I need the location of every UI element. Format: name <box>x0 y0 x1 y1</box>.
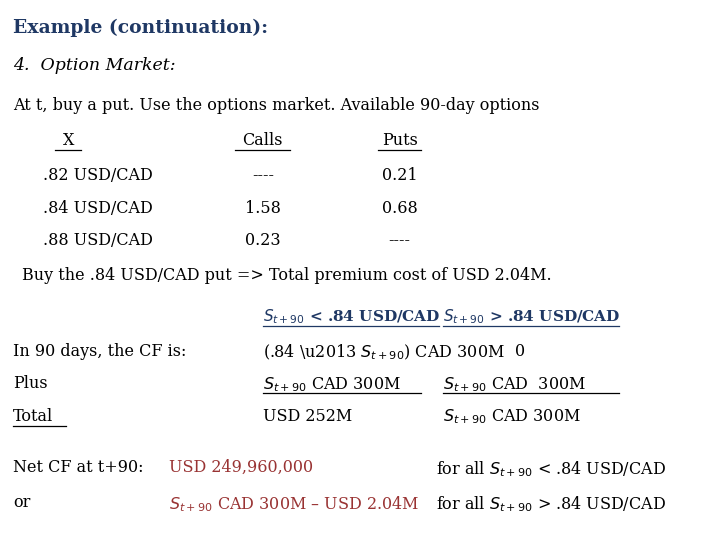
Text: $S_{t+90}$ > .84 USD/CAD: $S_{t+90}$ > .84 USD/CAD <box>443 308 620 327</box>
Text: $S_{t+90}$ CAD 300M: $S_{t+90}$ CAD 300M <box>263 375 401 394</box>
Text: .82 USD/CAD: .82 USD/CAD <box>43 167 153 184</box>
Text: At t, buy a put. Use the options market. Available 90-day options: At t, buy a put. Use the options market.… <box>13 97 539 114</box>
Text: $S_{t+90}$ CAD 300M – USD 2.04M: $S_{t+90}$ CAD 300M – USD 2.04M <box>169 494 420 514</box>
Text: for all $S_{t+90}$ > .84 USD/CAD: for all $S_{t+90}$ > .84 USD/CAD <box>436 494 665 514</box>
Text: Plus: Plus <box>13 375 48 392</box>
Text: (.84 \u2013 $S_{t+90}$) CAD 300M: (.84 \u2013 $S_{t+90}$) CAD 300M <box>263 343 505 362</box>
Text: ----: ---- <box>389 232 410 249</box>
Text: Net CF at t+90:: Net CF at t+90: <box>13 459 143 476</box>
Text: Example (continuation):: Example (continuation): <box>13 19 268 37</box>
Text: In 90 days, the CF is:: In 90 days, the CF is: <box>13 343 186 360</box>
Text: X: X <box>63 132 74 149</box>
Text: 4.  Option Market:: 4. Option Market: <box>13 57 176 73</box>
Text: USD 249,960,000: USD 249,960,000 <box>169 459 313 476</box>
Text: $S_{t+90}$ CAD  300M: $S_{t+90}$ CAD 300M <box>443 375 586 394</box>
Text: 1.58: 1.58 <box>245 200 281 217</box>
Text: $S_{t+90}$ < .84 USD/CAD: $S_{t+90}$ < .84 USD/CAD <box>263 308 440 327</box>
Text: .88 USD/CAD: .88 USD/CAD <box>43 232 153 249</box>
Text: for all $S_{t+90}$ < .84 USD/CAD: for all $S_{t+90}$ < .84 USD/CAD <box>436 459 665 478</box>
Text: .84 USD/CAD: .84 USD/CAD <box>43 200 153 217</box>
Text: 0.68: 0.68 <box>382 200 418 217</box>
Text: Buy the .84 USD/CAD put => Total premium cost of USD 2.04M.: Buy the .84 USD/CAD put => Total premium… <box>22 267 552 284</box>
Text: 0.21: 0.21 <box>382 167 418 184</box>
Text: USD 252M: USD 252M <box>263 408 352 424</box>
Text: Puts: Puts <box>382 132 418 149</box>
Text: 0.23: 0.23 <box>245 232 281 249</box>
Text: $S_{t+90}$ CAD 300M: $S_{t+90}$ CAD 300M <box>443 408 581 427</box>
Text: Total: Total <box>13 408 53 424</box>
Text: 0: 0 <box>515 343 525 360</box>
Text: ----: ---- <box>252 167 274 184</box>
Text: or: or <box>13 494 30 511</box>
Text: Calls: Calls <box>243 132 283 149</box>
